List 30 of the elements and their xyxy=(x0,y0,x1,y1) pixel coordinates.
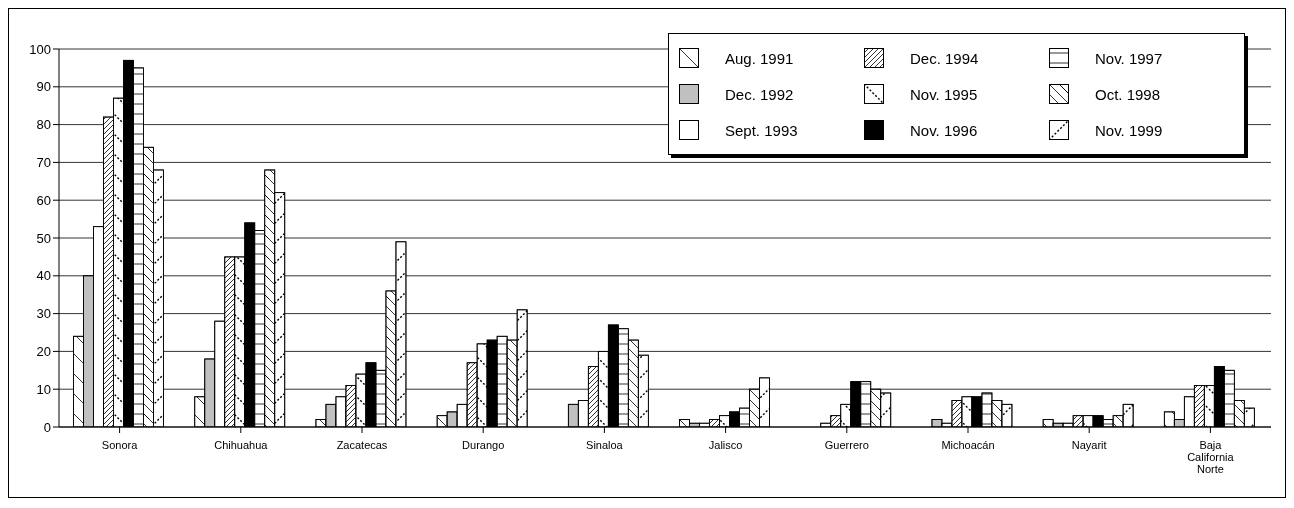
legend-label: Nov. 1996 xyxy=(910,121,978,139)
x-tick-label: Durango xyxy=(462,439,505,451)
x-tick-label: Baja California Norte xyxy=(1187,439,1235,475)
y-tick-label: 0 xyxy=(43,419,51,435)
x-tick-label: Sonora xyxy=(101,439,139,451)
legend-label: Oct. 1998 xyxy=(1095,85,1161,103)
legend-label: Nov. 1997 xyxy=(1095,49,1163,67)
y-tick-label: 20 xyxy=(36,344,51,360)
y-tick-label: 50 xyxy=(36,230,51,246)
y-tick-label: 10 xyxy=(36,381,51,397)
y-tick-label: 80 xyxy=(36,117,51,133)
legend-label: Nov. 1995 xyxy=(910,85,978,103)
y-tick-label: 40 xyxy=(36,268,51,284)
legend-label: Aug. 1991 xyxy=(725,49,794,67)
y-tick-label: 60 xyxy=(36,192,51,208)
x-tick-label: Michoacán xyxy=(941,439,995,451)
legend-label: Nov. 1999 xyxy=(1095,121,1163,139)
x-tick-label: Chihuahua xyxy=(214,439,269,451)
y-tick-label: 90 xyxy=(36,79,51,95)
x-tick-label: Sinaloa xyxy=(586,439,624,451)
y-tick-label: 70 xyxy=(36,155,51,171)
legend-label: Dec. 1992 xyxy=(725,85,794,103)
y-tick-label: 30 xyxy=(36,306,51,322)
x-tick-label: Jalisco xyxy=(708,439,743,451)
x-tick-label: Guerrero xyxy=(824,439,869,451)
legend-label: Dec. 1994 xyxy=(910,49,979,67)
legend-label: Sept. 1993 xyxy=(725,121,798,139)
x-tick-label: Zacatecas xyxy=(336,439,388,451)
y-tick-label: 100 xyxy=(29,41,51,57)
x-tick-label: Nayarit xyxy=(1071,439,1107,451)
